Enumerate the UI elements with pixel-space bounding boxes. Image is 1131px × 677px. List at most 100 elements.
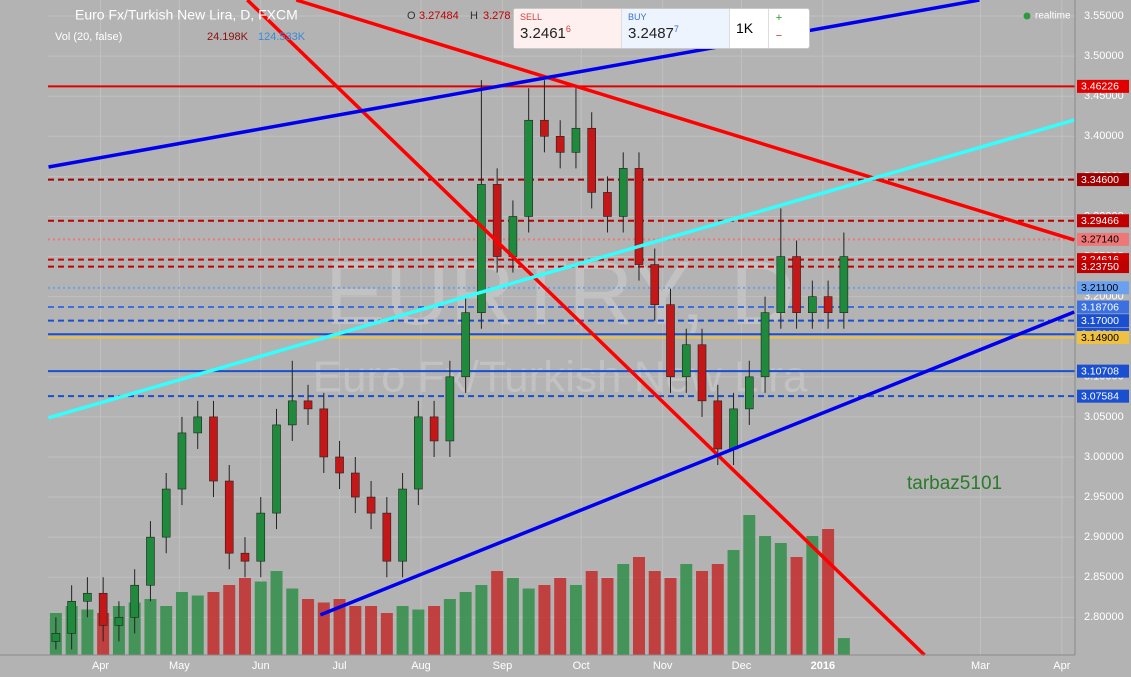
sell-box[interactable]: SELL 3.24616 <box>514 9 622 48</box>
buy-price-pip: 7 <box>673 24 679 34</box>
volume-bar <box>806 536 819 655</box>
trendline <box>295 0 1075 242</box>
candle-body <box>256 512 266 562</box>
volume-bar <box>538 585 551 655</box>
trendline <box>48 0 980 169</box>
level-label: 3.18706 <box>1081 301 1119 313</box>
volume-bar <box>160 606 173 655</box>
candle-body <box>650 264 660 305</box>
candle-body <box>161 488 171 538</box>
volume-bar <box>459 592 472 655</box>
trendlines <box>48 0 1075 657</box>
volume-ma-value: 124.533K <box>258 31 306 43</box>
x-tick-label: Mar <box>971 660 990 672</box>
candle-body <box>681 344 691 378</box>
volume-bar <box>664 578 677 655</box>
volume-title[interactable]: Vol (20, false) <box>55 31 122 43</box>
y-tick-label: 3.50000 <box>1084 50 1124 62</box>
level-label: 3.07584 <box>1081 390 1119 402</box>
candle-body <box>776 256 786 313</box>
volume-value: 24.198K <box>207 31 249 43</box>
volume-bar <box>837 638 850 655</box>
volume-bar <box>601 578 614 655</box>
candle-body <box>634 168 644 265</box>
trade-panel: SELL 3.24616 BUY 3.24877 1K + − <box>513 8 810 49</box>
candle-body <box>618 168 628 217</box>
buy-price: 3.24877 <box>628 24 723 42</box>
sell-label: SELL <box>520 12 543 22</box>
candle-body <box>209 416 218 482</box>
candle-body <box>193 416 203 434</box>
candle-body <box>67 600 76 634</box>
x-tick-label: Apr <box>1053 660 1070 672</box>
candle-body <box>808 296 817 313</box>
level-label: 3.17000 <box>1081 315 1119 327</box>
candle-body <box>697 344 707 402</box>
y-tick-label: 3.05000 <box>1084 411 1124 423</box>
level-label: 3.23750 <box>1081 261 1119 273</box>
level-label-box <box>1077 214 1129 228</box>
level-label-box <box>1077 232 1129 246</box>
candle-body <box>240 552 250 562</box>
volume-bar <box>396 606 409 655</box>
y-tick-label: 2.90000 <box>1084 531 1124 543</box>
candle-body <box>445 376 455 442</box>
candle-body <box>839 256 849 313</box>
candle-body <box>571 127 581 153</box>
level-label: 3.46226 <box>1081 81 1119 93</box>
axes: 2.80000 2.85000 2.90000 2.95000 3.00000 3.050… <box>92 10 1129 672</box>
candle-body <box>587 127 597 193</box>
minus-button[interactable]: − <box>775 30 783 42</box>
high-value: 3.278 <box>483 10 511 22</box>
trendline <box>246 0 926 657</box>
volume-bar <box>81 609 94 655</box>
volume-bar <box>632 557 645 655</box>
high-label: H <box>470 10 478 22</box>
realtime-dot <box>1023 12 1031 20</box>
volume-bar <box>648 571 661 655</box>
sell-price-pip: 6 <box>565 24 571 34</box>
quantity-stepper[interactable]: + − <box>769 9 789 48</box>
candle-body <box>382 512 392 562</box>
level-label-box <box>1077 314 1129 328</box>
volume-bar <box>254 581 267 655</box>
candle-body <box>224 480 234 554</box>
y-tick-label: 3.00000 <box>1084 451 1124 463</box>
candle-body <box>287 400 297 426</box>
volume-bar <box>223 585 236 655</box>
x-tick-label: 2016 <box>811 660 835 672</box>
candle-body <box>666 304 675 378</box>
volume-bar <box>443 599 456 655</box>
quantity[interactable]: 1K <box>730 9 769 48</box>
level-label-box <box>1077 331 1129 345</box>
sell-price: 3.24616 <box>520 24 615 42</box>
x-tick-label: Sep <box>493 660 513 672</box>
candle-body <box>540 119 549 137</box>
volume-bar <box>380 613 393 655</box>
volume-bar <box>207 592 220 655</box>
candle-body <box>335 456 344 474</box>
level-label-box <box>1077 364 1129 378</box>
buy-box[interactable]: BUY 3.24877 <box>622 9 730 48</box>
volume-bar <box>412 609 425 655</box>
volume-bar <box>711 564 724 655</box>
open-value: 3.27484 <box>419 10 459 22</box>
candle-body <box>461 312 470 378</box>
level-label: 3.21100 <box>1081 282 1118 294</box>
candle-body <box>272 424 281 514</box>
candle-body <box>366 496 376 514</box>
level-label: 3.34600 <box>1081 174 1119 186</box>
volume-bar <box>790 557 803 655</box>
candle-body <box>713 400 723 450</box>
symbol-title[interactable]: Euro Fx/Turkish New Lira, D, FXCM <box>75 7 298 23</box>
volume-bar <box>680 564 693 655</box>
candle-body <box>414 416 423 490</box>
volume-bar <box>491 571 504 655</box>
candle-body <box>729 408 738 450</box>
plus-button[interactable]: + <box>775 12 783 24</box>
volume-bar <box>554 578 567 655</box>
x-tick-label: May <box>169 660 190 672</box>
candle-body <box>492 184 502 257</box>
candle-body <box>351 472 360 498</box>
